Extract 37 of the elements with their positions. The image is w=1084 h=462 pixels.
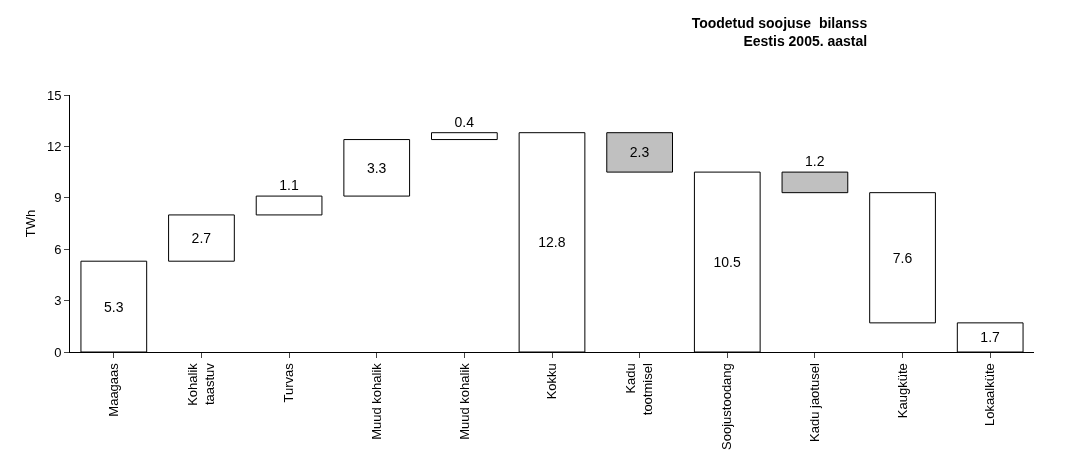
y-tick-label: 12 xyxy=(46,138,62,154)
bar xyxy=(343,139,411,197)
data-label: 12.8 xyxy=(538,234,566,251)
chart-title: Toodetud soojuse bilanss Eestis 2005. aastal xyxy=(691,14,868,49)
x-tick-label: Kokku xyxy=(544,363,560,400)
data-label: 1.7 xyxy=(980,329,1001,346)
x-tick-label: Kadu jaotusel xyxy=(807,363,823,442)
data-label: 5.3 xyxy=(103,298,124,315)
bar xyxy=(255,195,323,216)
y-tick-label: 0 xyxy=(54,344,62,360)
x-tick-label: Kadu tootmisel xyxy=(623,363,656,416)
bar xyxy=(431,132,498,141)
bar xyxy=(168,214,235,262)
data-label: 1.2 xyxy=(805,153,825,170)
bar xyxy=(781,171,849,194)
x-tick-label: Muud kohalik xyxy=(456,362,472,440)
bar xyxy=(606,132,673,173)
data-label: 2.7 xyxy=(191,230,212,247)
x-tick-label: Maagaas xyxy=(106,362,122,417)
data-label: 7.6 xyxy=(892,249,913,266)
bar xyxy=(869,192,936,324)
x-tick-label: Lokaalküte xyxy=(982,363,998,427)
data-label: 0.4 xyxy=(454,113,475,130)
y-tick-label: 15 xyxy=(46,87,62,103)
y-tick-label: 3 xyxy=(54,293,62,309)
data-label: 10.5 xyxy=(713,254,742,271)
data-label: 1.1 xyxy=(279,177,299,194)
y-tick-label: 6 xyxy=(54,241,62,257)
x-tick-label: Muud kohalik xyxy=(368,362,384,440)
x-tick-label: Soojustoodang xyxy=(719,363,735,450)
data-label: 3.3 xyxy=(366,159,387,176)
y-tick-label: 9 xyxy=(54,190,62,206)
x-tick-label: Turvas xyxy=(281,362,297,403)
x-tick-label: Kaugküte xyxy=(894,363,910,419)
x-tick-label: Kohalik taastuv xyxy=(185,362,218,406)
data-label: 2.3 xyxy=(629,144,650,161)
y-axis-title: TWh xyxy=(22,209,38,238)
